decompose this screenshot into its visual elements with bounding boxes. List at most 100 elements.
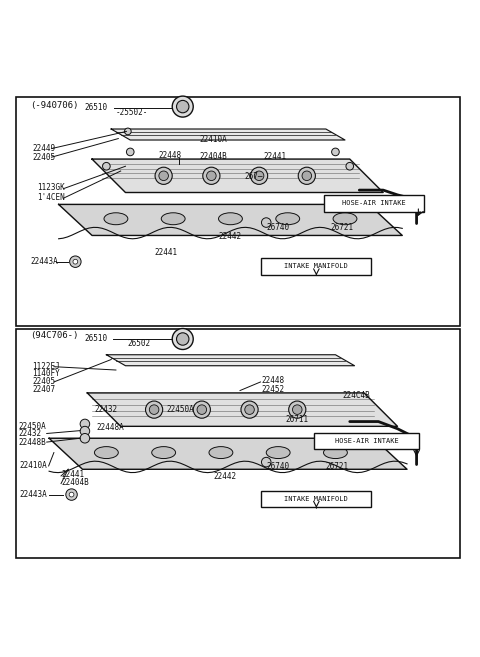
Text: 22452: 22452: [262, 384, 285, 394]
Circle shape: [124, 128, 131, 135]
Text: INTAKE MANIFOLD: INTAKE MANIFOLD: [285, 263, 348, 269]
Circle shape: [159, 171, 168, 181]
Circle shape: [346, 162, 354, 170]
Text: 26721: 26721: [326, 463, 349, 471]
Polygon shape: [107, 355, 355, 366]
Polygon shape: [111, 129, 345, 140]
Text: 26740: 26740: [266, 223, 289, 232]
Circle shape: [245, 405, 254, 415]
Text: 22448A: 22448A: [97, 423, 125, 432]
Text: (94C706-): (94C706-): [30, 330, 78, 340]
Text: 22405: 22405: [33, 152, 56, 162]
Circle shape: [262, 217, 271, 227]
Ellipse shape: [333, 213, 357, 225]
Text: 26711: 26711: [285, 415, 309, 424]
Ellipse shape: [152, 447, 176, 459]
Circle shape: [126, 148, 134, 156]
FancyBboxPatch shape: [16, 97, 459, 326]
Text: 22432: 22432: [95, 405, 118, 414]
Circle shape: [288, 401, 306, 419]
Polygon shape: [49, 438, 407, 469]
Text: 1122EJ: 1122EJ: [33, 362, 60, 371]
Ellipse shape: [324, 447, 348, 459]
Circle shape: [203, 167, 220, 185]
Circle shape: [206, 171, 216, 181]
Circle shape: [80, 426, 90, 436]
Text: 22448: 22448: [159, 151, 182, 160]
Text: 22405: 22405: [33, 378, 56, 386]
Ellipse shape: [104, 213, 128, 225]
Circle shape: [69, 492, 74, 497]
Circle shape: [145, 401, 163, 419]
Circle shape: [66, 489, 77, 500]
Text: INTAKE MANIFOLD: INTAKE MANIFOLD: [285, 496, 348, 502]
Circle shape: [103, 162, 110, 170]
Circle shape: [251, 167, 268, 185]
Circle shape: [292, 405, 302, 415]
Text: 26510: 26510: [85, 103, 108, 112]
Text: 22410A: 22410A: [199, 135, 227, 143]
Circle shape: [177, 101, 189, 113]
Ellipse shape: [95, 447, 118, 459]
Text: 22441: 22441: [264, 152, 287, 161]
Text: 26510: 26510: [85, 334, 108, 343]
Circle shape: [241, 401, 258, 419]
Text: 22448B: 22448B: [18, 438, 46, 447]
Circle shape: [80, 419, 90, 429]
Text: 22450A: 22450A: [166, 405, 194, 414]
Polygon shape: [87, 393, 397, 426]
Circle shape: [80, 434, 90, 443]
Circle shape: [262, 457, 271, 467]
Circle shape: [70, 256, 81, 267]
FancyBboxPatch shape: [262, 491, 371, 507]
Text: HOSE-AIR INTAKE: HOSE-AIR INTAKE: [342, 200, 406, 206]
Polygon shape: [59, 204, 402, 235]
Text: 26740: 26740: [266, 463, 289, 471]
Text: HOSE-AIR INTAKE: HOSE-AIR INTAKE: [335, 438, 398, 443]
Text: 22404B: 22404B: [199, 152, 227, 161]
Circle shape: [298, 167, 315, 185]
Text: 22442: 22442: [218, 233, 241, 241]
Text: 1123GK: 1123GK: [37, 183, 65, 193]
Ellipse shape: [209, 447, 233, 459]
Circle shape: [332, 148, 339, 156]
Ellipse shape: [276, 213, 300, 225]
FancyBboxPatch shape: [262, 258, 371, 275]
Text: 22410A: 22410A: [20, 461, 47, 470]
Text: 224C4B: 224C4B: [343, 391, 371, 400]
Ellipse shape: [161, 213, 185, 225]
Text: 22441: 22441: [61, 470, 84, 478]
Polygon shape: [92, 159, 383, 193]
Circle shape: [197, 405, 206, 415]
Text: 22443A: 22443A: [30, 257, 58, 266]
Circle shape: [172, 328, 193, 350]
Text: 22449: 22449: [33, 144, 56, 153]
Text: 26721: 26721: [331, 223, 354, 232]
Text: 26502: 26502: [128, 339, 151, 348]
Text: 22432: 22432: [18, 429, 41, 438]
Text: (-940706): (-940706): [30, 101, 78, 110]
Text: 22441: 22441: [154, 248, 177, 257]
Text: 22450A: 22450A: [18, 422, 46, 431]
FancyBboxPatch shape: [314, 432, 419, 449]
Circle shape: [73, 260, 78, 264]
Circle shape: [193, 401, 210, 419]
Circle shape: [155, 167, 172, 185]
Circle shape: [149, 405, 159, 415]
Text: 22404B: 22404B: [61, 478, 89, 487]
Circle shape: [254, 171, 264, 181]
FancyBboxPatch shape: [16, 328, 459, 558]
Ellipse shape: [266, 447, 290, 459]
Ellipse shape: [218, 213, 242, 225]
Text: 22443A: 22443A: [20, 490, 47, 499]
Text: 1'4CEN: 1'4CEN: [37, 193, 65, 202]
Text: 22448: 22448: [262, 376, 285, 386]
Text: 1140FY: 1140FY: [33, 369, 60, 378]
Text: 267—: 267—: [245, 172, 263, 181]
Text: 22407: 22407: [33, 384, 56, 394]
Circle shape: [172, 96, 193, 117]
Text: 22442: 22442: [214, 472, 237, 481]
Text: -25502-: -25502-: [116, 108, 148, 118]
Circle shape: [177, 333, 189, 345]
FancyBboxPatch shape: [324, 195, 424, 212]
